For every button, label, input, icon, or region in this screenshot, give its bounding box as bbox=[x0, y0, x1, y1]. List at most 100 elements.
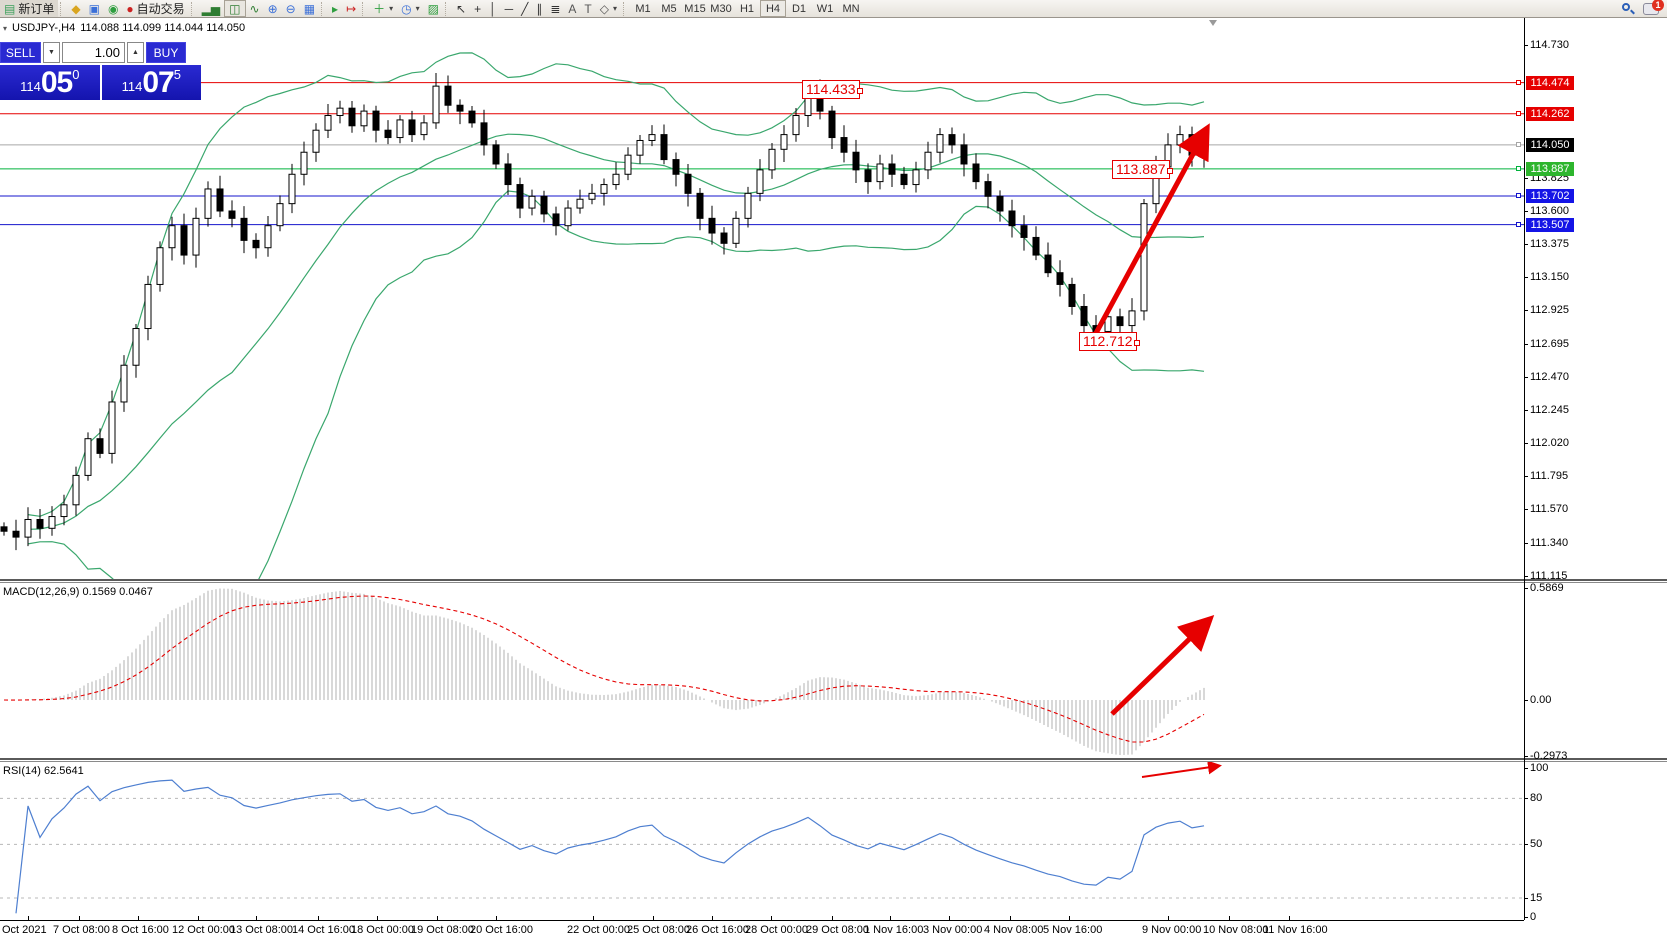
volume-increase-button[interactable]: ▲ bbox=[127, 42, 144, 63]
chevron-down-icon: ▾ bbox=[389, 4, 394, 13]
chat-icon[interactable]: 1 bbox=[1643, 0, 1664, 15]
price-badge-113.887: 113.887 bbox=[1526, 162, 1574, 176]
price-annotation-112712[interactable]: 112.712 bbox=[1079, 332, 1140, 351]
signals-icon[interactable]: ◉ bbox=[104, 0, 122, 17]
buy-price-display[interactable]: 114 07 5 bbox=[101, 65, 201, 100]
pane-divider[interactable] bbox=[0, 579, 1667, 583]
timeframe-button-m30[interactable]: M30 bbox=[710, 2, 732, 15]
timeframe-button-d1[interactable]: D1 bbox=[791, 2, 807, 15]
trend-arrow-macd[interactable] bbox=[1110, 615, 1215, 716]
timeframe-button-h4[interactable]: H4 bbox=[760, 0, 786, 17]
templates-icon[interactable]: ▨ bbox=[424, 0, 443, 17]
sell-button[interactable]: SELL bbox=[0, 42, 41, 63]
time-axis-tick bbox=[79, 916, 80, 920]
date-label: 25 Oct 08:00 bbox=[627, 924, 690, 936]
date-label: 22 Oct 00:00 bbox=[567, 924, 630, 936]
data-window-icon[interactable]: ▣ bbox=[85, 0, 104, 17]
axis-tick bbox=[1524, 45, 1528, 46]
pane-divider[interactable] bbox=[0, 758, 1667, 762]
price-tick-label: 0.00 bbox=[1530, 694, 1552, 706]
volume-decrease-button[interactable]: ▼ bbox=[43, 42, 60, 63]
chevron-down-icon: ▾ bbox=[612, 4, 617, 13]
templates-icon: ▨ bbox=[427, 1, 439, 16]
text-icon[interactable]: A bbox=[564, 0, 580, 17]
tile-windows-icon[interactable]: ▦ bbox=[300, 0, 319, 17]
shapes-icon[interactable]: ◇ ▾ bbox=[596, 0, 621, 17]
time-axis-tick bbox=[949, 916, 950, 920]
price-tick-label: 15 bbox=[1530, 892, 1543, 904]
market-watch-icon[interactable]: ◆ bbox=[67, 0, 84, 17]
time-axis-tick bbox=[318, 916, 319, 920]
trendline-icon[interactable]: ╱ bbox=[517, 0, 532, 17]
vertical-line-icon[interactable]: │ bbox=[485, 0, 501, 17]
channel-icon: ∥ bbox=[536, 1, 543, 16]
cursor-icon[interactable]: ↖ bbox=[452, 0, 470, 17]
sell-price-prefix: 114 bbox=[20, 79, 41, 94]
new-order-button: ▤ bbox=[4, 1, 16, 16]
date-label: 3 Nov 00:00 bbox=[923, 924, 983, 936]
timeframe-button-m1[interactable]: M1 bbox=[635, 2, 651, 15]
date-label: 12 Oct 00:00 bbox=[172, 924, 235, 936]
trend-arrow-main[interactable] bbox=[1092, 123, 1210, 337]
bar-chart-icon[interactable]: ▂▅ bbox=[198, 0, 224, 17]
autotrade-button[interactable]: ● 自动交易 bbox=[122, 0, 188, 17]
bar-chart-icon: ▂▅ bbox=[201, 1, 221, 16]
candlestick-chart-icon[interactable]: ◫ bbox=[224, 0, 246, 17]
indicators-icon[interactable]: ＋ ▾ bbox=[369, 0, 397, 17]
cursor-icon: ↖ bbox=[456, 1, 467, 16]
auto-scroll-icon[interactable]: ▸ bbox=[328, 0, 342, 17]
line-chart-icon[interactable]: ∿ bbox=[246, 0, 264, 17]
price-annotation-113887[interactable]: 113.887 bbox=[1112, 160, 1173, 179]
price-tick-label: 80 bbox=[1530, 792, 1543, 804]
timeframe-button-mn[interactable]: MN bbox=[842, 2, 860, 15]
rsi-chart-canvas[interactable] bbox=[0, 762, 1524, 920]
chevron-down-icon: ▾ bbox=[415, 4, 420, 13]
hline-end-marker bbox=[1516, 222, 1521, 227]
market-watch-icon: ◆ bbox=[71, 1, 81, 16]
fibonacci-icon[interactable]: ≣ bbox=[546, 0, 564, 17]
horizontal-line-icon[interactable]: ─ bbox=[501, 0, 518, 17]
price-tick-label: 111.340 bbox=[1530, 537, 1569, 549]
sell-price-big: 05 bbox=[40, 66, 73, 99]
trend-arrow-rsi[interactable] bbox=[1141, 762, 1222, 778]
price-annotation-114433[interactable]: 114.433 bbox=[802, 80, 863, 99]
axis-tick bbox=[1524, 798, 1528, 799]
horizontal-line-icon: ─ bbox=[504, 1, 514, 16]
time-axis-tick bbox=[1229, 916, 1230, 920]
timeframe-button-m15[interactable]: M15 bbox=[684, 2, 706, 15]
crosshair-icon[interactable]: + bbox=[470, 0, 485, 17]
date-label: 28 Oct 00:00 bbox=[745, 924, 808, 936]
text-label-icon[interactable]: T bbox=[580, 0, 595, 17]
chart-shift-marker[interactable] bbox=[1209, 20, 1217, 26]
chart-shift-icon[interactable]: ↦ bbox=[342, 0, 360, 17]
sell-price-display[interactable]: 114 05 0 bbox=[0, 65, 100, 100]
date-label: 29 Oct 08:00 bbox=[806, 924, 869, 936]
axis-tick bbox=[1524, 543, 1528, 544]
autotrade-button-label: 自动交易 bbox=[136, 2, 185, 16]
macd-histogram bbox=[27, 588, 1205, 755]
new-order-button[interactable]: ▤ 新订单 bbox=[0, 0, 59, 17]
price-tick-label: 113.375 bbox=[1530, 238, 1569, 250]
time-axis-tick bbox=[653, 916, 654, 920]
time-axis-tick bbox=[890, 916, 891, 920]
zoom-out-icon[interactable]: ⊖ bbox=[282, 0, 300, 17]
volume-input[interactable]: 1.00 bbox=[62, 42, 125, 63]
chart-window[interactable]: ▾ USDJPY-,H4 114.088 114.099 114.044 114… bbox=[0, 18, 1667, 938]
price-axis-line bbox=[1524, 18, 1525, 920]
zoom-in-icon[interactable]: ⊕ bbox=[264, 0, 282, 17]
crosshair-icon: + bbox=[474, 1, 482, 16]
timeframe-button-m5[interactable]: M5 bbox=[661, 2, 677, 15]
buy-button[interactable]: BUY bbox=[146, 42, 186, 63]
search-icon[interactable] bbox=[1621, 2, 1635, 16]
date-label: 1 Nov 16:00 bbox=[864, 924, 924, 936]
price-tick-label: 100 bbox=[1530, 762, 1549, 774]
timeframe-button-w1[interactable]: W1 bbox=[816, 2, 834, 15]
shapes-icon: ◇ bbox=[599, 1, 609, 16]
timeframe-button-h1[interactable]: H1 bbox=[739, 2, 755, 15]
periods-icon[interactable]: ◷ ▾ bbox=[397, 0, 424, 17]
price-chart-canvas[interactable] bbox=[0, 18, 1524, 579]
time-axis-tick bbox=[437, 916, 438, 920]
macd-chart-canvas[interactable] bbox=[0, 583, 1524, 758]
channel-icon[interactable]: ∥ bbox=[532, 0, 546, 17]
zoom-out-icon: ⊖ bbox=[285, 1, 296, 16]
